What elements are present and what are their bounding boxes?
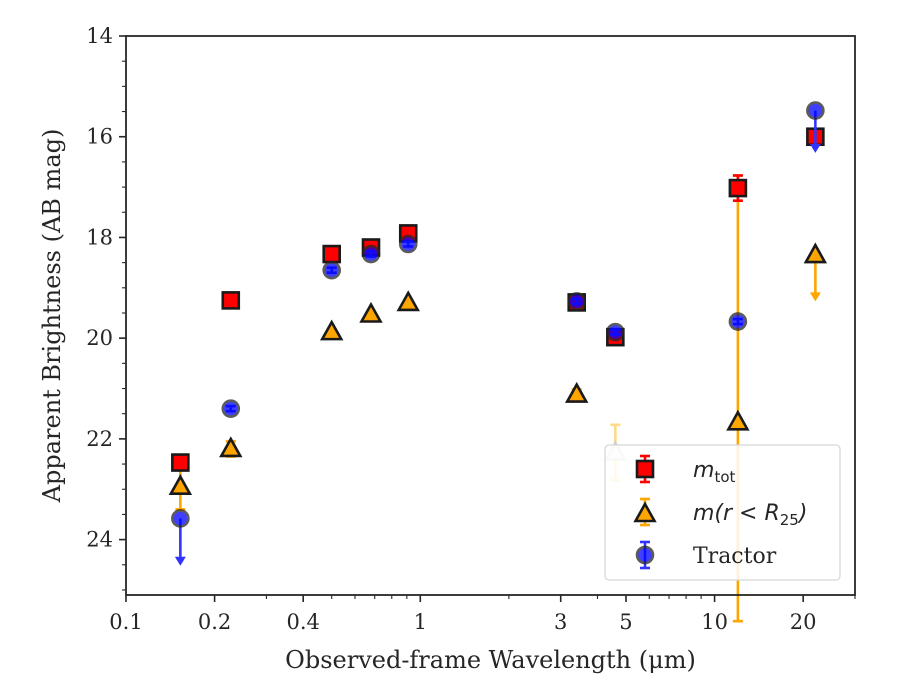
data-point: [171, 509, 190, 528]
y-tick-label: 18: [86, 225, 113, 249]
legend-label: mtot: [693, 458, 735, 486]
data-point: [219, 436, 243, 458]
x-tick-label: 1: [414, 610, 427, 634]
data-point: [171, 453, 190, 472]
data-point: [322, 244, 342, 264]
data-point: [728, 178, 748, 198]
data-point: [564, 381, 589, 403]
y-tick-label: 16: [86, 125, 113, 149]
legend-label: m(r < R25): [693, 501, 807, 529]
data-point: [803, 242, 828, 264]
data-point: [567, 292, 587, 311]
data-point: [728, 312, 748, 331]
x-tick-label: 10: [701, 610, 728, 634]
legend-label: Tractor: [693, 544, 777, 569]
y-tick-label: 22: [86, 427, 113, 451]
x-axis-label: Observed-frame Wavelength (μm): [285, 646, 696, 674]
data-point: [221, 399, 241, 418]
legend-box: [604, 444, 841, 581]
x-tick-label: 20: [790, 610, 817, 634]
y-tick-label: 24: [86, 528, 113, 552]
data-point: [319, 319, 344, 341]
y-tick-label: 14: [86, 24, 113, 48]
upper-limit-arrow-head: [809, 292, 821, 302]
data-point: [396, 290, 420, 312]
data-point: [726, 409, 750, 431]
x-axis: 0.1 0.2 0.4 1 3 5 10 20: [109, 595, 856, 634]
legend-marker: [635, 459, 655, 479]
x-tick-label: 5: [619, 610, 632, 634]
x-tick-label: 0.1: [109, 610, 142, 634]
x-tick-label: 3: [554, 610, 567, 634]
legend-marker: [633, 501, 657, 523]
legend-marker: [635, 545, 655, 565]
data-point: [606, 322, 625, 342]
y-tick-label: 20: [86, 326, 113, 350]
data-point: [168, 474, 193, 496]
plot-area: [168, 101, 828, 623]
data-point: [322, 260, 342, 280]
legend: mtot m(r < R25) Tractor: [604, 444, 841, 581]
axes-frame: [125, 35, 856, 596]
upper-limit-arrow-head: [174, 556, 186, 566]
upper-limit-arrow-head: [809, 143, 821, 153]
x-tick-label: 0.4: [286, 610, 319, 634]
series-square: [171, 127, 825, 472]
series-circle: [171, 101, 825, 566]
y-axis-label: Apparent Brightness (AB mag): [38, 129, 66, 504]
data-point: [806, 101, 825, 120]
data-point: [361, 244, 381, 264]
data-point: [359, 301, 383, 323]
x-tick-label: 0.2: [198, 610, 231, 634]
data-point: [221, 291, 241, 310]
data-point: [398, 234, 418, 254]
y-axis: 14 16 18 20 22 24: [86, 24, 126, 591]
